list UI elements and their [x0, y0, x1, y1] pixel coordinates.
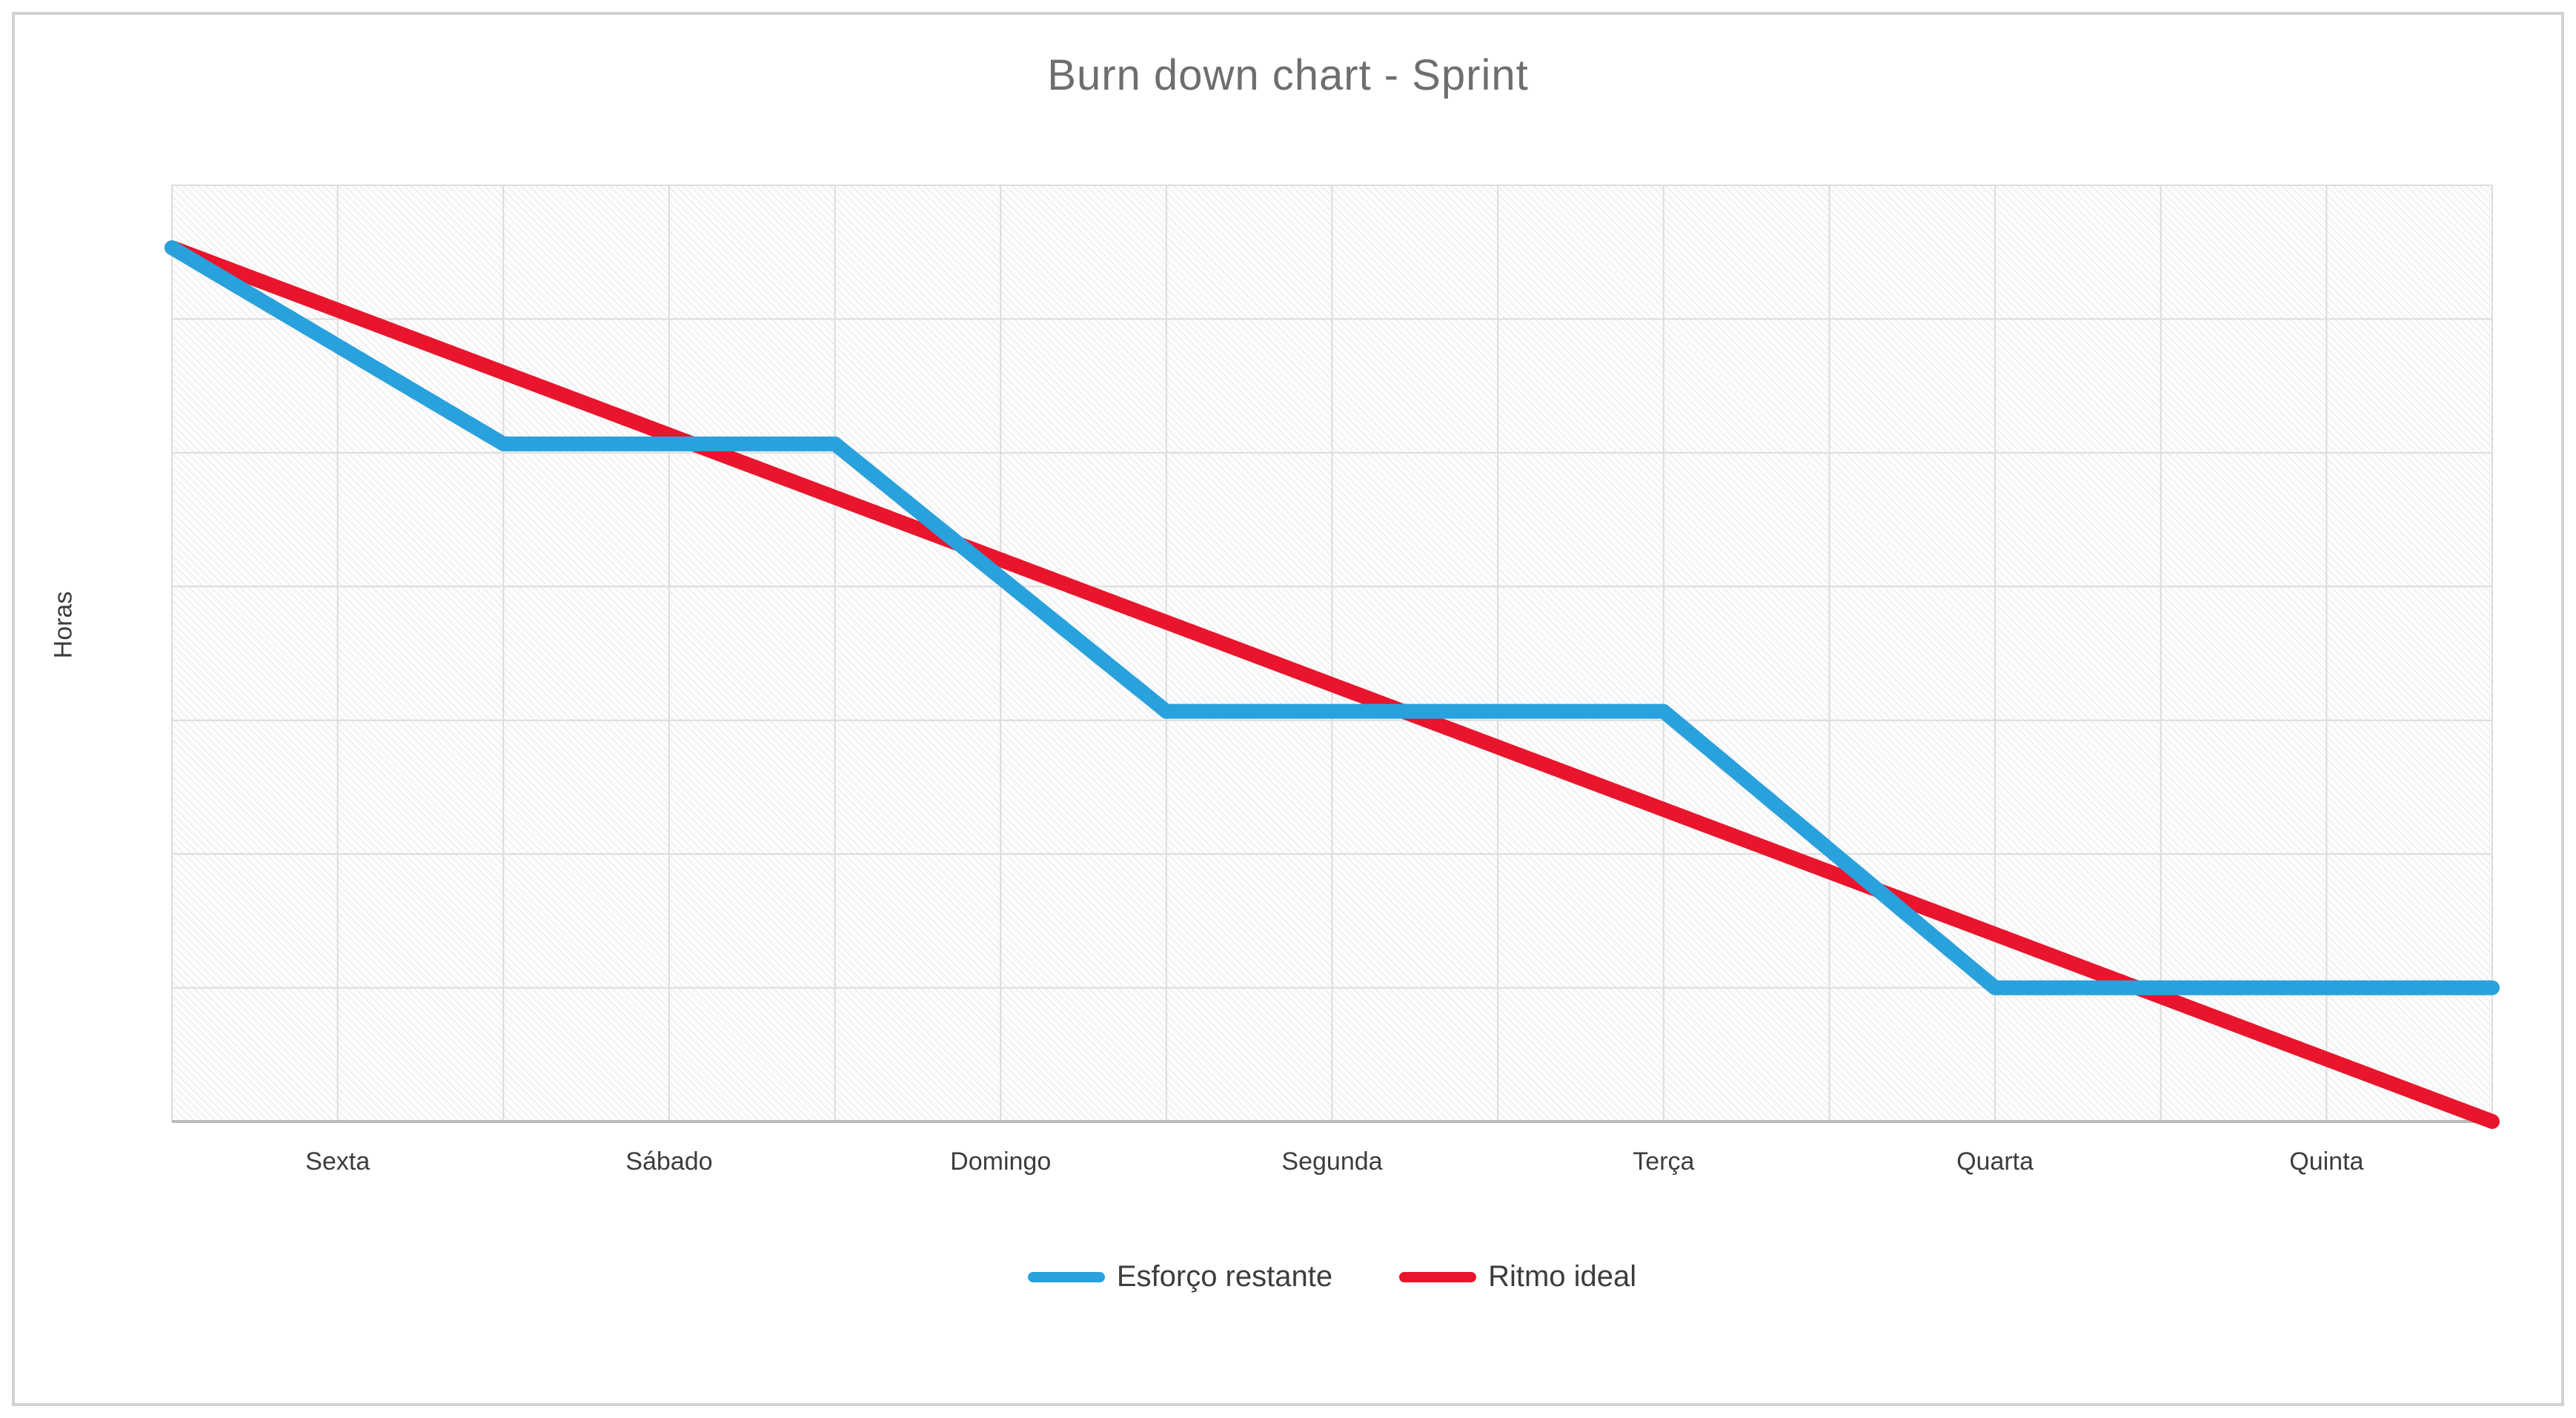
- series-line-esforco-restante: [165, 240, 2500, 995]
- legend: Esforço restante Ritmo ideal: [172, 1260, 2492, 1293]
- legend-item-ritmo-ideal: Ritmo ideal: [1399, 1260, 1636, 1293]
- legend-line-marker-ritmo-ideal: [1399, 1271, 1477, 1282]
- legend-line-marker-esforco-restante: [1027, 1271, 1105, 1282]
- y-axis-title: Horas: [49, 591, 78, 659]
- legend-item-esforco-restante: Esforço restante: [1027, 1260, 1333, 1293]
- legend-label-ritmo-ideal: Ritmo ideal: [1488, 1260, 1637, 1293]
- chart-canvas: [165, 185, 2500, 1129]
- series-line-ritmo-ideal: [165, 240, 2500, 1129]
- chart-title: Burn down chart - Sprint: [1047, 51, 1529, 99]
- legend-label-esforco-restante: Esforço restante: [1116, 1260, 1333, 1293]
- plot-area: [165, 185, 2500, 1129]
